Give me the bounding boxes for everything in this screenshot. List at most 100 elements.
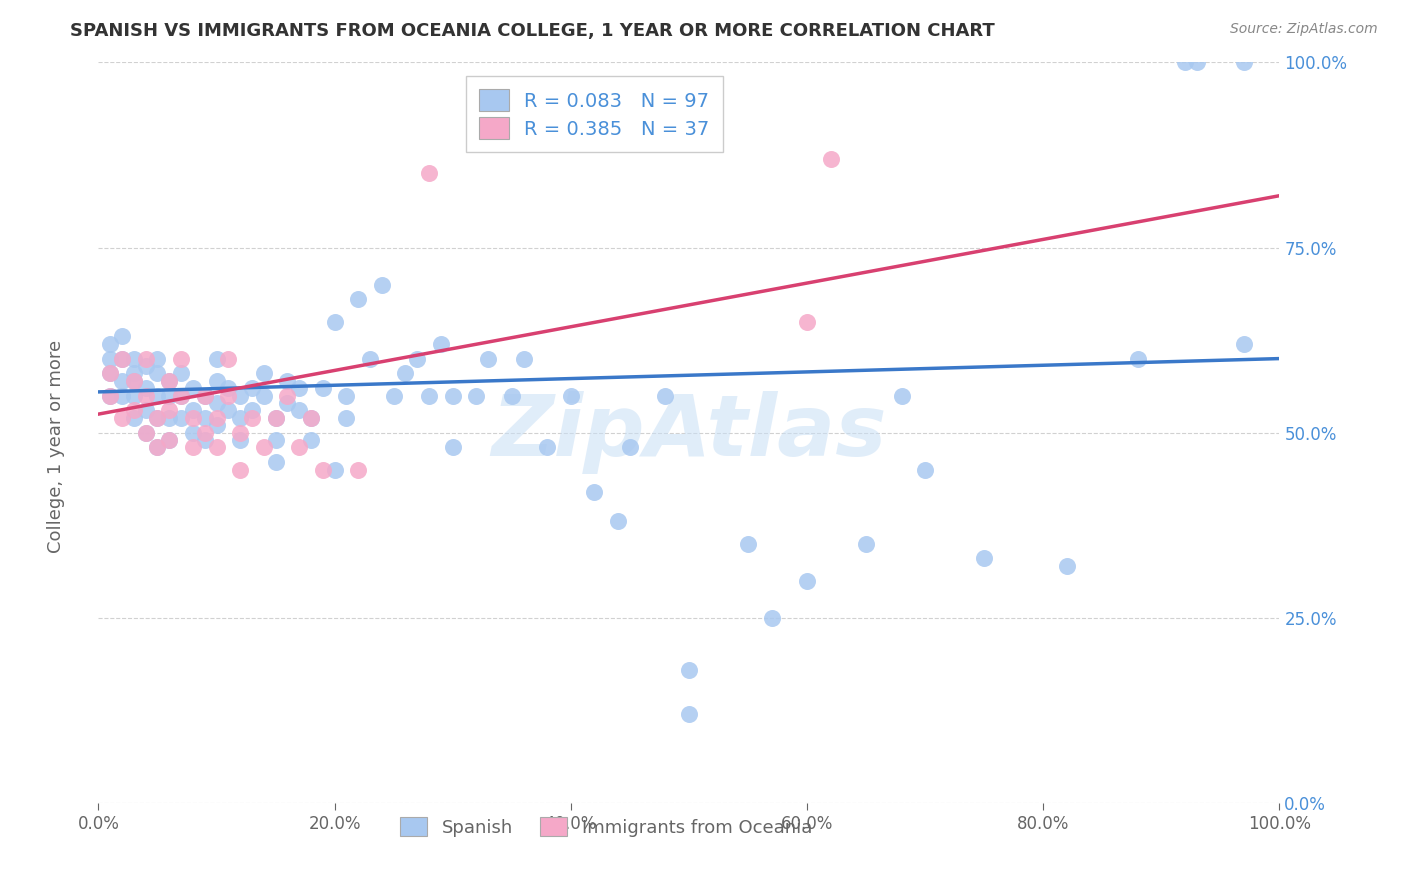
Point bbox=[1233, 336, 1256, 351]
Point bbox=[441, 388, 464, 402]
Point bbox=[276, 396, 298, 410]
Point bbox=[583, 484, 606, 499]
Point bbox=[323, 314, 346, 328]
Point bbox=[288, 403, 311, 417]
Point bbox=[335, 388, 357, 402]
Point bbox=[501, 388, 523, 402]
Point bbox=[1185, 55, 1208, 70]
Point bbox=[122, 367, 145, 381]
Point bbox=[465, 388, 488, 402]
Point bbox=[122, 410, 145, 425]
Point bbox=[157, 403, 180, 417]
Point bbox=[122, 374, 145, 388]
Point bbox=[157, 374, 180, 388]
Legend: Spanish, Immigrants from Oceania: Spanish, Immigrants from Oceania bbox=[388, 805, 825, 849]
Point bbox=[253, 441, 276, 455]
Point bbox=[312, 381, 335, 395]
Point bbox=[135, 381, 157, 395]
Point bbox=[170, 367, 193, 381]
Point bbox=[890, 388, 912, 402]
Point bbox=[264, 455, 287, 469]
Point bbox=[607, 515, 630, 529]
Point bbox=[217, 351, 239, 366]
Text: SPANISH VS IMMIGRANTS FROM OCEANIA COLLEGE, 1 YEAR OR MORE CORRELATION CHART: SPANISH VS IMMIGRANTS FROM OCEANIA COLLE… bbox=[70, 22, 995, 40]
Point bbox=[359, 351, 381, 366]
Point bbox=[288, 381, 311, 395]
Point bbox=[347, 462, 370, 476]
Point bbox=[146, 351, 169, 366]
Point bbox=[253, 367, 276, 381]
Point bbox=[181, 410, 204, 425]
Point bbox=[157, 433, 180, 447]
Point bbox=[170, 388, 193, 402]
Point bbox=[477, 351, 499, 366]
Point bbox=[1126, 351, 1149, 366]
Point bbox=[205, 410, 228, 425]
Point bbox=[98, 367, 121, 381]
Point bbox=[98, 367, 121, 381]
Point bbox=[299, 433, 322, 447]
Point bbox=[205, 374, 228, 388]
Point bbox=[181, 441, 204, 455]
Point bbox=[135, 425, 157, 440]
Point bbox=[418, 388, 440, 402]
Point bbox=[157, 410, 180, 425]
Point bbox=[194, 433, 217, 447]
Point bbox=[146, 441, 169, 455]
Point bbox=[146, 410, 169, 425]
Point bbox=[914, 462, 936, 476]
Point bbox=[264, 433, 287, 447]
Point bbox=[229, 410, 252, 425]
Point bbox=[264, 410, 287, 425]
Text: ZipAtlas: ZipAtlas bbox=[491, 391, 887, 475]
Point bbox=[796, 574, 818, 588]
Point bbox=[560, 388, 582, 402]
Point bbox=[855, 536, 877, 550]
Point bbox=[1174, 55, 1197, 70]
Point bbox=[312, 462, 335, 476]
Point bbox=[347, 293, 370, 307]
Point bbox=[111, 410, 134, 425]
Point bbox=[240, 403, 263, 417]
Point bbox=[170, 410, 193, 425]
Point bbox=[430, 336, 453, 351]
Point bbox=[1056, 558, 1078, 573]
Point bbox=[973, 551, 995, 566]
Point bbox=[135, 425, 157, 440]
Point bbox=[146, 410, 169, 425]
Point bbox=[135, 388, 157, 402]
Point bbox=[512, 351, 534, 366]
Point bbox=[98, 351, 121, 366]
Point bbox=[253, 388, 276, 402]
Point bbox=[122, 351, 145, 366]
Point bbox=[111, 351, 134, 366]
Point bbox=[170, 388, 193, 402]
Point bbox=[299, 410, 322, 425]
Point bbox=[135, 351, 157, 366]
Point bbox=[288, 441, 311, 455]
Point bbox=[229, 425, 252, 440]
Point bbox=[276, 374, 298, 388]
Point bbox=[229, 462, 252, 476]
Text: College, 1 year or more: College, 1 year or more bbox=[48, 340, 65, 552]
Point bbox=[205, 396, 228, 410]
Point bbox=[122, 374, 145, 388]
Point bbox=[276, 388, 298, 402]
Point bbox=[323, 462, 346, 476]
Point bbox=[146, 367, 169, 381]
Point bbox=[394, 367, 416, 381]
Point bbox=[418, 166, 440, 180]
Point bbox=[441, 441, 464, 455]
Point bbox=[111, 388, 134, 402]
Point bbox=[181, 381, 204, 395]
Point bbox=[536, 441, 558, 455]
Point bbox=[98, 336, 121, 351]
Point bbox=[619, 441, 641, 455]
Point bbox=[146, 388, 169, 402]
Point bbox=[382, 388, 405, 402]
Point bbox=[194, 425, 217, 440]
Point bbox=[111, 374, 134, 388]
Point bbox=[406, 351, 429, 366]
Point bbox=[98, 388, 121, 402]
Point bbox=[181, 425, 204, 440]
